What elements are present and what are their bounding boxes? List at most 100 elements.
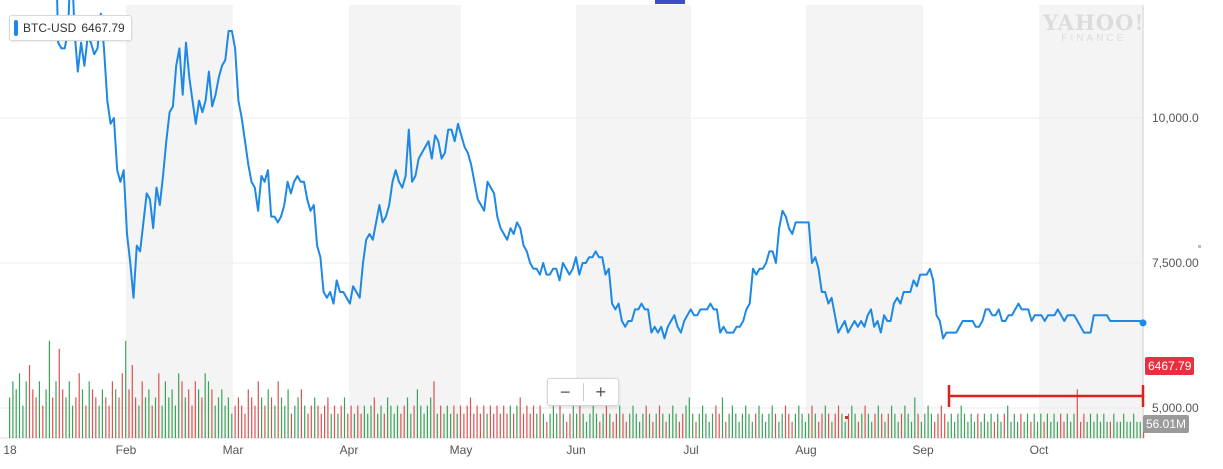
volume-bar bbox=[1010, 421, 1012, 438]
volume-bar bbox=[522, 413, 525, 438]
volume-bar bbox=[483, 405, 485, 438]
x-tick-label: May bbox=[450, 443, 473, 457]
volume-bar bbox=[178, 373, 180, 438]
volume-bar bbox=[231, 413, 233, 438]
volume-bar bbox=[761, 413, 763, 438]
volume-bar bbox=[678, 421, 680, 438]
volume-bar bbox=[904, 405, 906, 438]
volume-bar bbox=[75, 397, 77, 438]
volume-bar bbox=[715, 405, 717, 438]
volume-bar bbox=[1086, 421, 1088, 438]
volume-bar bbox=[519, 397, 521, 438]
volume-bar bbox=[81, 389, 84, 438]
volume-bar bbox=[214, 405, 216, 438]
volume-bar bbox=[207, 381, 210, 438]
volume-bar bbox=[1070, 421, 1072, 438]
x-tick-label: Oct bbox=[1030, 443, 1049, 457]
volume-bar bbox=[410, 413, 412, 438]
volume-bar bbox=[131, 365, 133, 438]
x-axis-labels: 18 Feb Mar Apr May Jun Jul Aug Sep Oct bbox=[3, 443, 1049, 457]
volume-bar bbox=[891, 405, 893, 438]
volume-bar bbox=[221, 389, 223, 438]
volume-bar bbox=[423, 413, 425, 438]
volume-bar bbox=[536, 413, 538, 438]
volume-bar bbox=[698, 413, 700, 438]
volume-bar bbox=[489, 405, 491, 438]
volume-bar bbox=[284, 405, 286, 438]
volume-bar bbox=[1116, 421, 1118, 438]
volume-bar bbox=[778, 421, 780, 438]
zoom-out-button[interactable]: − bbox=[559, 382, 571, 402]
volume-bar bbox=[851, 405, 853, 438]
volume-bar bbox=[784, 405, 787, 438]
zoom-in-button[interactable]: + bbox=[595, 382, 606, 402]
volume-bar bbox=[1096, 413, 1098, 438]
volume-bar bbox=[549, 413, 551, 438]
volume-bar bbox=[267, 389, 269, 438]
volume-bar bbox=[393, 413, 395, 438]
volume-bar bbox=[28, 365, 31, 438]
volume-bar bbox=[211, 389, 213, 438]
top-range-indicator[interactable] bbox=[655, 0, 685, 4]
volume-bar bbox=[304, 405, 306, 438]
volume-bar bbox=[373, 397, 375, 438]
volume-bar bbox=[831, 421, 833, 438]
volume-bar bbox=[473, 413, 475, 438]
volume-bar bbox=[257, 381, 259, 438]
volume-bar bbox=[662, 413, 664, 438]
month-band bbox=[349, 5, 461, 438]
volume-bar bbox=[781, 413, 783, 438]
volume-bar bbox=[370, 405, 372, 438]
zoom-divider bbox=[582, 383, 584, 401]
month-band bbox=[806, 5, 923, 438]
volume-bar bbox=[987, 421, 989, 438]
volume-bar bbox=[198, 389, 200, 438]
volume-bar bbox=[702, 405, 704, 438]
volume-bar bbox=[88, 381, 90, 438]
volume-bar bbox=[1053, 413, 1055, 438]
volume-bar bbox=[1033, 413, 1035, 438]
volume-bar bbox=[1113, 413, 1115, 438]
volume-bar bbox=[884, 421, 886, 438]
volume-bar bbox=[652, 421, 654, 438]
volume-bar bbox=[1099, 421, 1102, 438]
volume-bar bbox=[1143, 429, 1145, 438]
volume-bar bbox=[874, 413, 876, 438]
volume-bar bbox=[353, 413, 355, 438]
volume-bar bbox=[765, 421, 767, 438]
volume-bar bbox=[387, 397, 389, 438]
volume-bar bbox=[148, 389, 150, 438]
volume-bar bbox=[907, 413, 909, 438]
volume-bar bbox=[85, 405, 87, 438]
volume-bar bbox=[499, 413, 501, 438]
volume-bar bbox=[867, 413, 869, 438]
volume-bar bbox=[324, 405, 326, 438]
volume-bar bbox=[300, 389, 302, 438]
volume-bar bbox=[509, 405, 511, 438]
volume-bar bbox=[854, 413, 856, 438]
volume-bar bbox=[1136, 421, 1138, 438]
volume-bar bbox=[917, 413, 919, 438]
volume-bar bbox=[297, 397, 299, 438]
volume-bar bbox=[1066, 413, 1068, 438]
volume-bar bbox=[141, 381, 143, 438]
volume-bar bbox=[967, 421, 969, 438]
legend-chip[interactable]: BTC-USD 6467.79 bbox=[9, 15, 132, 41]
x-tick-label: Sep bbox=[912, 443, 934, 457]
volume-bar bbox=[320, 413, 322, 438]
volume-bar bbox=[12, 381, 14, 438]
volume-bar bbox=[456, 413, 458, 438]
volume-bar bbox=[360, 413, 362, 438]
volume-bar bbox=[655, 413, 657, 438]
volume-bar bbox=[529, 413, 531, 438]
volume-bar bbox=[433, 381, 435, 438]
volume-bar bbox=[1003, 413, 1005, 438]
volume-bar bbox=[1020, 413, 1022, 438]
volume-bar bbox=[287, 389, 289, 438]
volume-bar bbox=[990, 413, 992, 438]
volume-bar bbox=[327, 397, 329, 438]
volume-bar bbox=[745, 405, 747, 438]
volume-bar bbox=[184, 397, 186, 438]
legend-value: 6467.79 bbox=[81, 21, 125, 35]
